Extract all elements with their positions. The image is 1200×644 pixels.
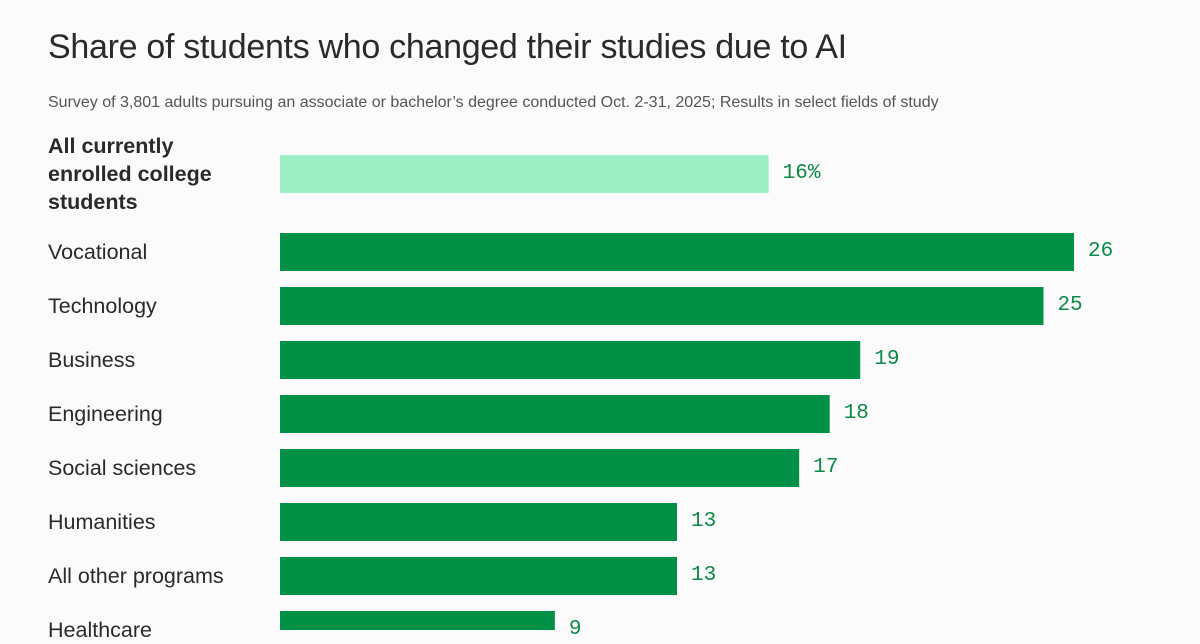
bar-7 [280, 557, 677, 595]
value-label: 13 [691, 510, 717, 533]
value-label: 25 [1057, 294, 1083, 317]
value-label: 18 [843, 402, 869, 425]
bar-1 [280, 233, 1074, 271]
bar-5 [280, 449, 800, 487]
value-label: 16% [782, 162, 821, 185]
bar-chart [280, 155, 1074, 630]
category-label: All other programs [48, 564, 224, 588]
chart-subtitle: Survey of 3,801 adults pursuing an assoc… [48, 94, 939, 111]
value-label: 17 [813, 456, 839, 479]
bar-0 [280, 155, 769, 193]
category-label: Business [48, 348, 136, 372]
value-label: 9 [568, 618, 582, 641]
bar-6 [280, 503, 677, 541]
value-label: 13 [691, 564, 717, 587]
category-label: All currently enrolled college students [48, 134, 212, 214]
bar-4 [280, 395, 830, 433]
category-label: Humanities [48, 510, 156, 534]
category-label: Healthcare [48, 618, 152, 642]
category-label: Vocational [48, 240, 148, 264]
category-label: Technology [48, 294, 157, 318]
category-label: Engineering [48, 402, 163, 426]
value-label: 26 [1088, 240, 1114, 263]
category-label: Social sciences [48, 456, 197, 480]
bar-3 [280, 341, 861, 379]
bar-2 [280, 287, 1044, 325]
value-label: 19 [874, 348, 900, 371]
chart-title: Share of students who changed their stud… [48, 28, 847, 66]
bar-8 [280, 611, 555, 630]
